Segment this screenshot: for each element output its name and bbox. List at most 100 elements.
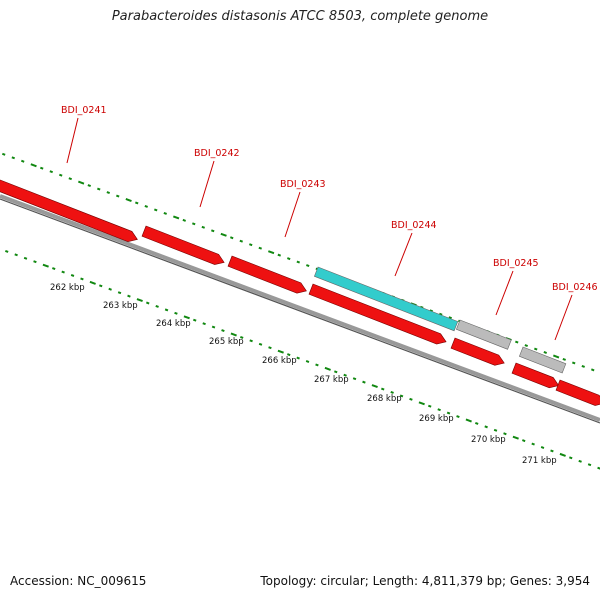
inner-ruler-minor-tick [381, 387, 385, 391]
outer-ruler-minor-tick [11, 156, 16, 160]
backbone-shadow [0, 198, 600, 424]
gene-leader-line [495, 270, 514, 316]
backbone-line [0, 194, 600, 422]
inner-ruler-minor-tick [446, 411, 451, 415]
inner-ruler-minor-tick [540, 446, 545, 449]
inner-ruler-minor-tick [108, 287, 112, 291]
inner-ruler-minor-tick [333, 370, 338, 374]
outer-ruler-minor-tick [591, 368, 595, 372]
outer-ruler-major-tick [553, 354, 560, 359]
inner-ruler-major-tick [324, 366, 331, 371]
inner-ruler-major-tick [89, 280, 96, 285]
inner-ruler-minor-tick [117, 291, 122, 295]
outer-ruler-minor-tick [49, 170, 54, 174]
inner-ruler-minor-tick [5, 249, 9, 253]
gene-leader-line [284, 191, 301, 238]
gene-leader-line [199, 160, 215, 208]
inner-ruler-minor-tick [315, 363, 319, 367]
outer-ruler-minor-tick [581, 364, 586, 368]
inner-ruler-minor-tick [569, 456, 573, 460]
inner-ruler-minor-tick [503, 432, 507, 436]
outer-ruler-minor-tick [191, 222, 196, 226]
gene-label-BDI_0246: BDI_0246 [552, 282, 598, 293]
ruler-tick-label: 266 kbp [262, 356, 297, 366]
inner-ruler-minor-tick [286, 353, 291, 357]
outer-ruler-major-tick [173, 215, 180, 220]
gene-box-BDI_0245 [455, 319, 512, 350]
outer-ruler-minor-tick [68, 177, 73, 181]
inner-ruler-major-tick [183, 315, 190, 320]
inner-ruler-minor-tick [456, 415, 460, 418]
outer-ruler-minor-tick [97, 187, 101, 191]
gene-box-BDI_0246 [518, 346, 567, 374]
gene-label-BDI_0243: BDI_0243 [280, 179, 326, 190]
inner-ruler-minor-tick [258, 342, 263, 346]
outer-ruler-minor-tick [515, 340, 519, 344]
outer-ruler-minor-tick [572, 361, 576, 365]
inner-ruler-minor-tick [99, 284, 103, 288]
gene-arrow-lower-3 [511, 362, 560, 389]
inner-ruler-minor-tick [268, 346, 272, 350]
inner-ruler-minor-tick [80, 277, 84, 281]
outer-ruler-minor-tick [59, 173, 63, 177]
outer-ruler-minor-tick [296, 260, 301, 264]
ruler-tick-label: 263 kbp [103, 301, 138, 311]
outer-ruler-minor-tick [239, 239, 244, 243]
ruler-tick-label: 262 kbp [50, 283, 85, 293]
gene-leader-line [554, 294, 573, 341]
inner-ruler-minor-tick [578, 459, 582, 463]
inner-ruler-minor-tick [52, 267, 56, 271]
inner-ruler-minor-tick [522, 439, 526, 443]
outer-ruler-minor-tick [306, 264, 310, 268]
gene-label-BDI_0245: BDI_0245 [493, 258, 539, 269]
outer-ruler-major-tick [267, 250, 275, 255]
outer-ruler-minor-tick [524, 344, 529, 347]
inner-ruler-minor-tick [362, 380, 366, 384]
outer-ruler-major-tick [30, 163, 37, 168]
inner-ruler-minor-tick [211, 325, 216, 329]
inner-ruler-major-tick [136, 298, 143, 303]
outer-ruler-major-tick [125, 198, 132, 202]
inner-ruler-minor-tick [399, 394, 404, 398]
inner-ruler-minor-tick [305, 360, 310, 363]
gene-arrow-BDI_0242 [141, 225, 225, 265]
inner-ruler-minor-tick [550, 449, 554, 453]
inner-ruler-minor-tick [352, 377, 357, 381]
outer-ruler-minor-tick [211, 229, 215, 233]
inner-ruler-minor-tick [33, 260, 37, 264]
outer-ruler-minor-tick [201, 225, 206, 229]
outer-ruler-minor-tick [116, 194, 120, 198]
inner-ruler-major-tick [230, 332, 237, 337]
ruler-tick-label: 270 kbp [471, 435, 506, 445]
inner-ruler-minor-tick [155, 304, 159, 308]
inner-ruler-minor-tick [202, 322, 206, 326]
outer-ruler-minor-tick [2, 152, 6, 156]
inner-ruler-minor-tick [249, 339, 253, 343]
inner-ruler-minor-tick [23, 256, 28, 260]
gene-label-BDI_0244: BDI_0244 [391, 220, 437, 231]
inner-ruler-minor-tick [587, 463, 592, 467]
outer-ruler-minor-tick [277, 253, 282, 257]
ruler-tick-label: 268 kbp [367, 394, 402, 404]
outer-ruler-minor-tick [135, 201, 139, 205]
inner-ruler-major-tick [465, 418, 472, 423]
outer-ruler-minor-tick [154, 208, 158, 212]
inner-ruler-major-tick [371, 384, 378, 389]
inner-ruler-minor-tick [493, 428, 498, 432]
outer-ruler-minor-tick [258, 246, 263, 250]
inner-ruler-minor-tick [437, 408, 441, 412]
outer-ruler-minor-tick [230, 236, 234, 240]
inner-ruler-minor-tick [390, 391, 394, 394]
inner-ruler-minor-tick [409, 397, 413, 401]
outer-ruler-minor-tick [163, 211, 168, 215]
inner-ruler-major-tick [277, 349, 284, 354]
outer-ruler-minor-tick [562, 357, 567, 361]
inner-ruler-minor-tick [531, 442, 535, 446]
outer-ruler-minor-tick [182, 218, 187, 222]
inner-ruler-major-tick [418, 401, 425, 406]
outer-ruler-major-tick [220, 232, 227, 237]
gene-label-BDI_0241: BDI_0241 [61, 105, 107, 116]
inner-ruler-minor-tick [343, 373, 347, 377]
gene-label-BDI_0242: BDI_0242 [194, 148, 240, 159]
